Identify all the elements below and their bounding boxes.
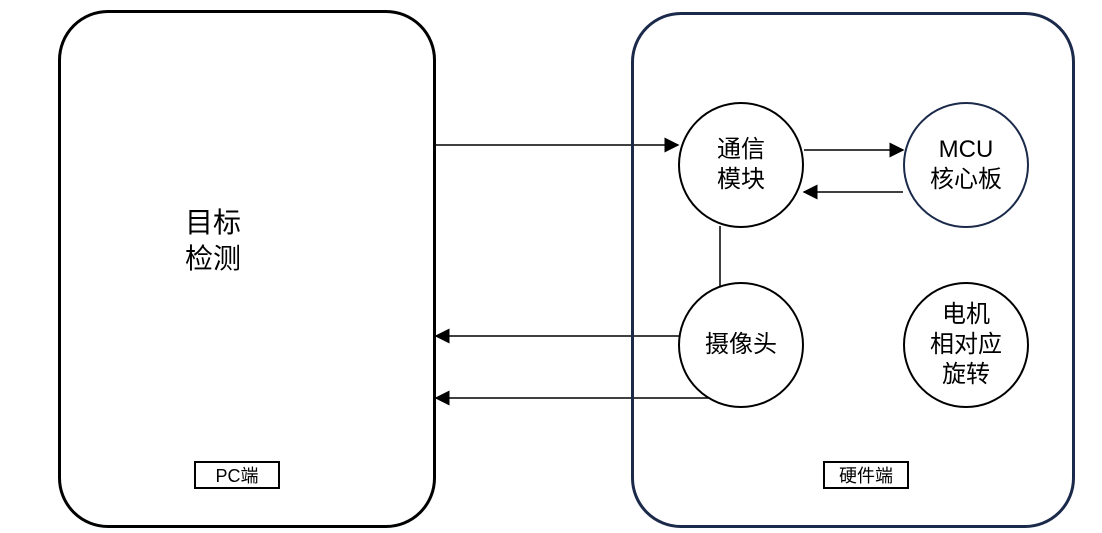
node-motor: 电机 相对应 旋转 [903,282,1029,408]
left-footer-label: PC端 [194,461,280,489]
node-camera: 摄像头 [678,282,804,408]
left-container-box [58,10,436,528]
node-mcu: MCU 核心板 [903,102,1029,228]
right-footer-label: 硬件端 [823,461,909,489]
right-container-box [631,12,1075,528]
diagram-canvas: 目标 检测 PC端 硬件端 通信 模块 MCU 核心板摄像头电机 相对应 旋转 [0,0,1102,533]
left-box-title: 目标 检测 [185,205,241,278]
node-comm: 通信 模块 [678,102,804,228]
